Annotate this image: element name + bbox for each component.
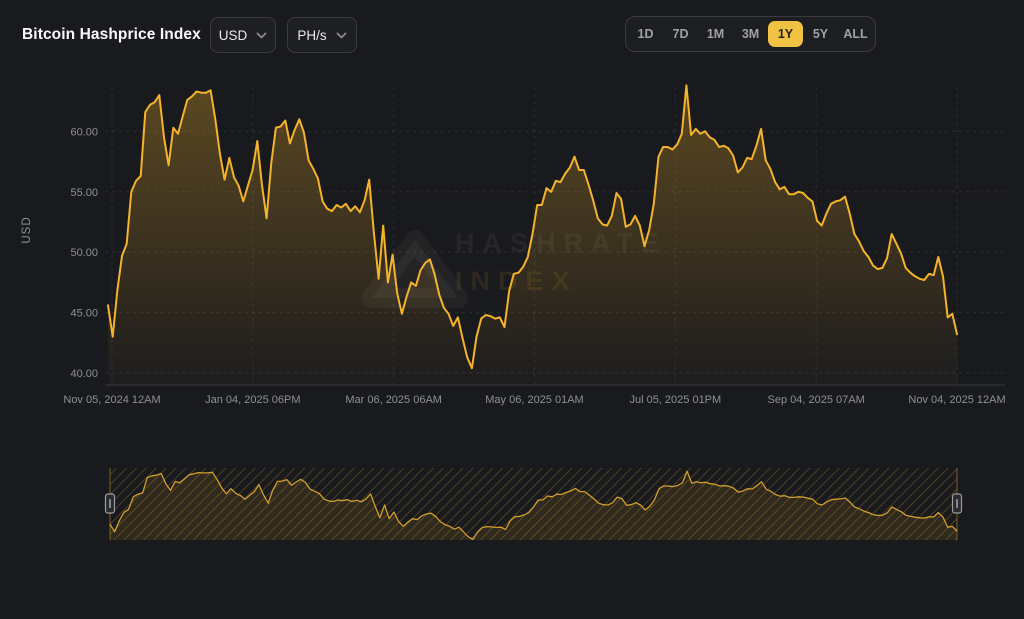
chevron-down-icon [336, 32, 347, 38]
x-axis-tick-label: May 06, 2025 01AM [485, 394, 583, 406]
time-range-selector: 1D 7D 1M 3M 1Y 5Y ALL [625, 16, 876, 52]
navigator-area [110, 471, 957, 540]
unit-dropdown[interactable]: PH/s [287, 17, 357, 53]
navigator [104, 468, 963, 541]
navigator-left-handle[interactable] [104, 493, 116, 514]
y-axis-tick-label: 60.00 [70, 126, 98, 138]
range-button-1y[interactable]: 1Y [768, 21, 803, 47]
page-title: Bitcoin Hashprice Index [22, 26, 201, 43]
x-axis-tick-label: Jul 05, 2025 01PM [629, 394, 721, 406]
x-axis-tick-label: Mar 06, 2025 06AM [345, 394, 442, 406]
range-button-all[interactable]: ALL [843, 27, 868, 41]
y-axis-tick-label: 45.00 [70, 308, 98, 320]
y-axis-title: USD [21, 216, 33, 243]
range-button-1m[interactable]: 1M [706, 27, 725, 41]
y-axis-tick-label: 50.00 [70, 247, 98, 259]
x-axis-tick-label: Sep 04, 2025 07AM [768, 394, 865, 406]
navigator-right-handle[interactable] [951, 493, 963, 514]
y-axis-tick-label: 40.00 [70, 368, 98, 380]
range-button-5y[interactable]: 5Y [812, 27, 829, 41]
x-axis-tick-label: Nov 05, 2024 12AM [63, 394, 160, 406]
range-button-1d[interactable]: 1D [637, 27, 654, 41]
navigator-selected-range[interactable] [110, 468, 957, 540]
chevron-down-icon [256, 32, 267, 38]
price-line [107, 84, 958, 370]
currency-dropdown[interactable]: USD [210, 17, 276, 53]
unit-dropdown-value: PH/s [297, 27, 327, 43]
navigator-line [109, 470, 958, 541]
x-axis-tick-label: Nov 04, 2025 12AM [908, 394, 1005, 406]
y-axis-tick-label: 55.00 [70, 187, 98, 199]
currency-dropdown-value: USD [218, 27, 248, 43]
x-axis-tick-label: Jan 04, 2025 06PM [205, 394, 300, 406]
range-button-7d[interactable]: 7D [672, 27, 689, 41]
range-button-3m[interactable]: 3M [741, 27, 760, 41]
